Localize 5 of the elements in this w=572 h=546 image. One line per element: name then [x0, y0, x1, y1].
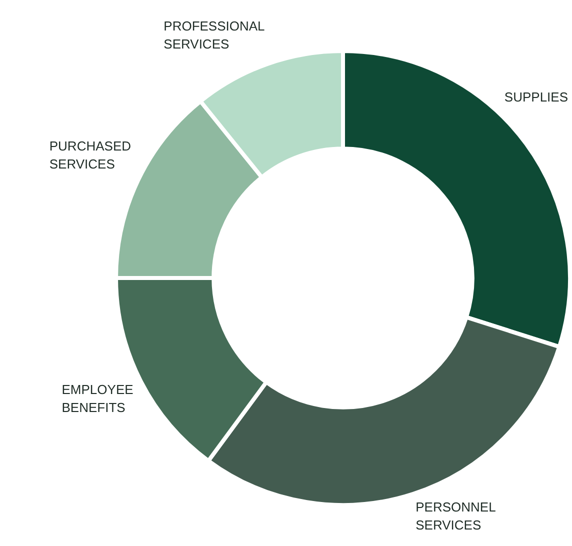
- slice-label: PROFESSIONAL SERVICES: [164, 18, 265, 52]
- slice-label: SUPPLIES: [504, 89, 568, 104]
- slice-label: PURCHASED SERVICES: [49, 138, 131, 172]
- slice-label: PERSONNEL SERVICES: [416, 500, 496, 533]
- slice-label: EMPLOYEE BENEFITS: [62, 382, 134, 416]
